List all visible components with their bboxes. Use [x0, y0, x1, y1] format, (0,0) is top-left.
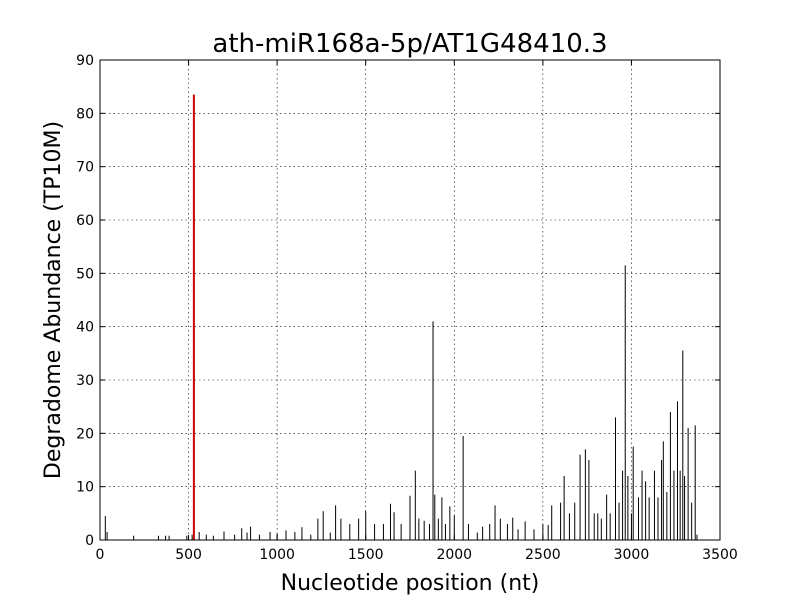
x-tick-label: 0	[96, 547, 105, 563]
x-tick-label: 2000	[436, 547, 472, 563]
x-tick-label: 3500	[702, 547, 738, 563]
grid-lines	[100, 60, 720, 540]
x-tick-label: 2500	[525, 547, 561, 563]
axis-ticks: 0 500 1000 1500 2000 2500 3000 3500 0 10 20 30 40 50 6…	[76, 53, 738, 563]
y-tick-label: 0	[85, 533, 94, 549]
y-axis-label: Degradome Abundance (TP10M)	[41, 121, 66, 479]
y-tick-label: 30	[76, 373, 94, 389]
y-tick-label: 20	[76, 426, 94, 442]
x-tick-label: 1000	[259, 547, 295, 563]
data-bars	[104, 94, 698, 540]
y-tick-label: 50	[76, 266, 94, 282]
y-tick-label: 40	[76, 320, 94, 336]
y-tick-label: 70	[76, 160, 94, 176]
x-tick-label: 3000	[614, 547, 650, 563]
plot-frame	[99, 59, 721, 541]
y-tick-label: 60	[76, 213, 94, 229]
chart-title: ath-miR168a-5p/AT1G48410.3	[212, 29, 607, 59]
x-axis-label: Nucleotide position (nt)	[281, 571, 540, 596]
y-tick-label: 10	[76, 480, 94, 496]
plot-area	[100, 60, 720, 540]
x-tick-label: 1500	[348, 547, 384, 563]
y-tick-label: 80	[76, 106, 94, 122]
x-tick-label: 500	[175, 547, 202, 563]
y-tick-label: 90	[76, 53, 94, 69]
